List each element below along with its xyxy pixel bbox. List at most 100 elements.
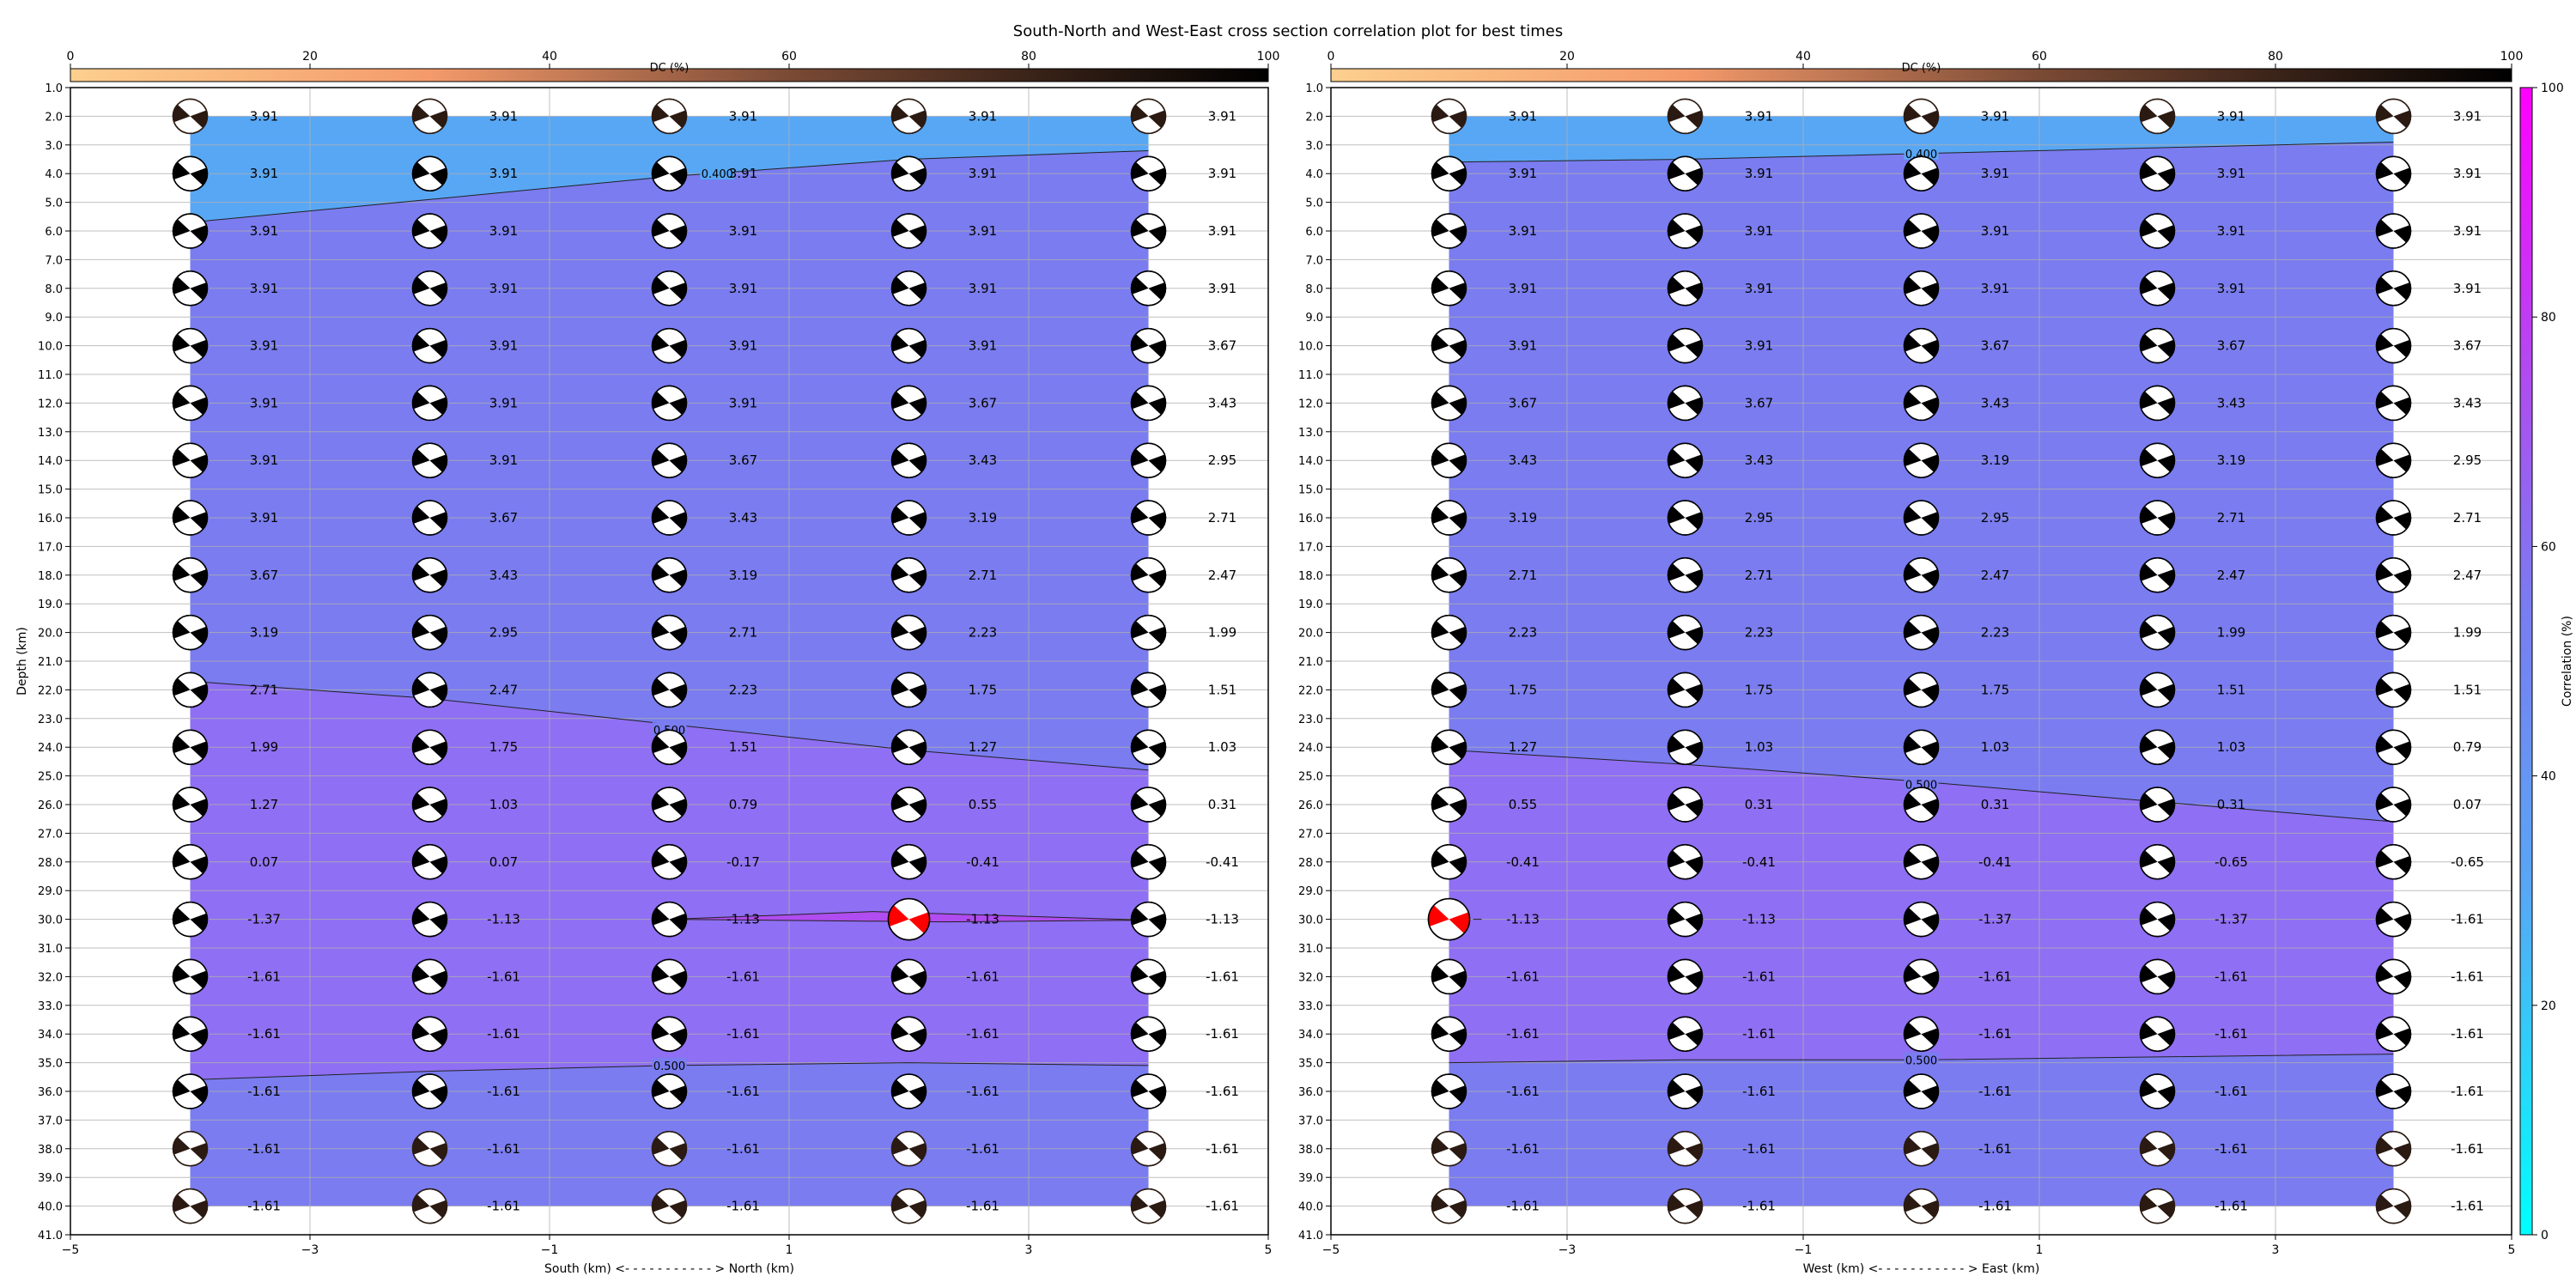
dc-colorbar-label: DC (%) xyxy=(650,62,690,75)
beachball-dark xyxy=(429,454,447,472)
ytick-label: 31.0 xyxy=(1298,943,1323,956)
beachball-0-9-4 xyxy=(1130,614,1167,651)
beachball-outline xyxy=(2139,500,2176,536)
beachball-0-15-0 xyxy=(172,958,209,995)
beachball-0-7-2 xyxy=(651,500,688,536)
cell-value: 3.91 xyxy=(1509,281,1537,296)
beachball-dark xyxy=(2376,793,2394,811)
ytick-label: 8.0 xyxy=(1305,283,1323,296)
beachball-outline xyxy=(1130,1073,1167,1109)
beachball-dark xyxy=(2376,448,2394,467)
ytick-label: 2.0 xyxy=(1305,111,1323,124)
cell-value: 3.91 xyxy=(489,166,518,181)
contour-label-bg xyxy=(700,166,735,180)
beachball-dark xyxy=(1904,219,1922,237)
beachball-dark xyxy=(1685,568,1703,587)
cell-value: 3.67 xyxy=(729,453,757,468)
beachball-1-3-0 xyxy=(1431,270,1467,307)
cell-value: 3.91 xyxy=(729,281,757,296)
beachball-dark xyxy=(2376,677,2394,696)
beachball-0-1-3 xyxy=(890,155,927,191)
beachball-dark xyxy=(1904,735,1922,754)
beachball-1-14-4 xyxy=(2375,901,2412,938)
beachball-dark xyxy=(1431,563,1449,581)
cell-value: 3.91 xyxy=(969,223,997,239)
beachball-outline xyxy=(2139,98,2176,135)
beachball-0-14-0 xyxy=(172,901,209,938)
ytick-label: 37.0 xyxy=(1298,1115,1323,1127)
beachball-dark xyxy=(2393,626,2411,645)
beachball-dark xyxy=(2140,1137,2158,1155)
cell-value: 0.07 xyxy=(2453,797,2482,812)
beachball-dark xyxy=(1668,448,1686,467)
beachball-dark xyxy=(1668,563,1686,581)
beachball-outline xyxy=(1903,729,1940,765)
cell-value: 2.95 xyxy=(1981,510,2009,526)
beachball-1-9-4 xyxy=(2375,614,2412,651)
beachball-0-3-4 xyxy=(1130,270,1167,307)
cell-value: 3.91 xyxy=(250,281,278,296)
beachball-dark xyxy=(429,167,447,185)
ytick-label: 30.0 xyxy=(1298,914,1323,927)
cell-value: -1.61 xyxy=(726,1026,760,1042)
beachball-dark xyxy=(2157,339,2175,358)
cell-value: 2.47 xyxy=(2453,568,2482,583)
beachball-dark xyxy=(429,339,447,358)
xtick-label: 1 xyxy=(786,1243,793,1257)
beachball-1-1-2 xyxy=(1903,155,1940,191)
beachball-dark xyxy=(891,563,909,581)
beachball-outline xyxy=(1431,155,1467,191)
beachball-dark xyxy=(190,167,208,185)
beachball-dark xyxy=(1685,454,1703,472)
beachball-1-19-3 xyxy=(2139,1188,2176,1224)
ytick-label: 1.0 xyxy=(45,82,63,95)
beachball-outline xyxy=(1130,500,1167,536)
beachball-dark xyxy=(412,964,430,983)
beachball-dark xyxy=(1449,397,1467,416)
beachball-dark xyxy=(1449,912,1470,933)
ytick-label: 28.0 xyxy=(1298,857,1323,870)
cell-value: 2.23 xyxy=(969,625,997,641)
beachball-dark xyxy=(1148,741,1166,759)
beachball-0-3-2 xyxy=(651,270,688,307)
beachball-outline xyxy=(1667,442,1704,478)
beachball-outline xyxy=(172,500,209,536)
beachball-dark xyxy=(1431,620,1449,639)
dc-tick-label: 60 xyxy=(781,50,797,64)
beachball-dark xyxy=(891,1079,909,1097)
beachball-dark xyxy=(1921,1142,1939,1161)
beachball-dark xyxy=(429,1200,447,1218)
beachball-dark xyxy=(1904,276,1922,295)
beachball-outline xyxy=(1903,787,1940,823)
contour-label-bg xyxy=(1904,776,1939,791)
cell-value: -1.61 xyxy=(966,1141,999,1157)
beachball-dark xyxy=(1904,850,1922,868)
beachball-dark xyxy=(2157,110,2175,129)
cell-value: -1.61 xyxy=(1978,969,2012,984)
beachball-dark xyxy=(1921,110,1939,129)
beachball-dark xyxy=(1431,735,1449,754)
beachball-dark xyxy=(1449,1142,1467,1161)
beachball-0-6-2 xyxy=(651,442,688,478)
beachball-dark xyxy=(429,110,447,129)
cell-value: -1.61 xyxy=(487,969,520,984)
beachball-dark xyxy=(1921,741,1939,759)
beachball-dark xyxy=(412,161,430,180)
beachball-dark xyxy=(652,104,670,123)
beachball-outline xyxy=(1431,1016,1467,1052)
beachball-dark xyxy=(652,391,670,410)
beachball-outline xyxy=(172,958,209,995)
beachball-dark xyxy=(429,397,447,416)
beachball-dark xyxy=(2140,793,2158,811)
beachball-dark xyxy=(173,276,191,295)
beachball-dark xyxy=(1148,1085,1166,1103)
cell-value: -1.61 xyxy=(726,969,760,984)
ytick-label: 23.0 xyxy=(38,714,63,726)
beachball-outline xyxy=(2375,958,2412,995)
cell-value: -1.37 xyxy=(247,912,281,927)
beachball-dark xyxy=(652,448,670,467)
beachball-dark xyxy=(1904,391,1922,410)
beachball-outline xyxy=(172,1016,209,1052)
cell-value: 3.43 xyxy=(969,453,997,468)
cell-value: 3.43 xyxy=(1208,395,1236,410)
